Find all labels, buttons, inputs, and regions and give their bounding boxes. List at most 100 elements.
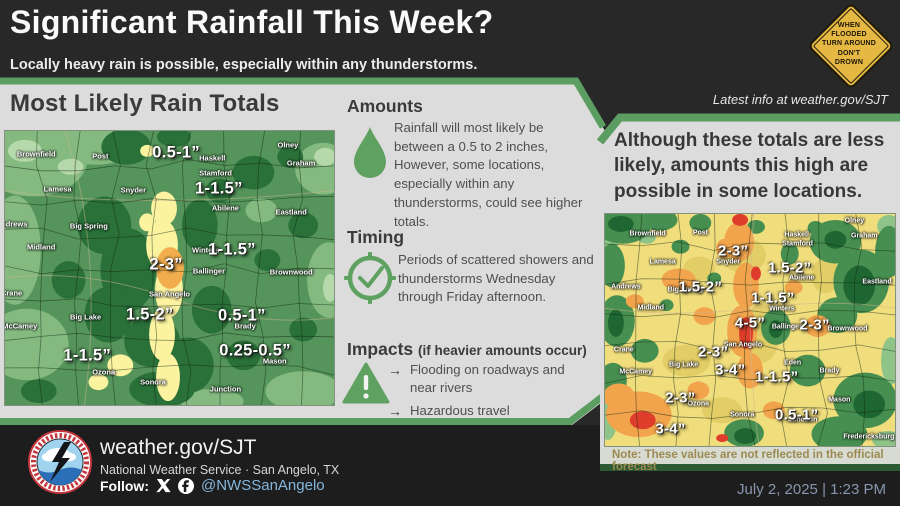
town-label: Snyder: [120, 185, 147, 195]
town-label: Haskell: [199, 153, 226, 163]
impact-item-text: Flooding on roadways and near rivers: [410, 362, 565, 395]
town-label: Ballinger: [192, 266, 226, 276]
rain-total-label: 2-3”: [697, 343, 729, 361]
town-label: Mason: [262, 356, 287, 366]
social-handle: @NWSSanAngelo: [201, 477, 325, 494]
rainfall-shading-left: [5, 131, 334, 405]
impact-item: → Flooding on roadways and near rivers: [388, 361, 590, 397]
follow-label: Follow:: [100, 477, 149, 494]
rain-total-label: 2-3”: [799, 316, 830, 334]
rain-total-label: 1.5-2”: [767, 259, 812, 277]
note-bar: [600, 447, 900, 464]
footer-site-url: weather.gov/SJT: [100, 436, 257, 459]
town-label: Big Spring: [69, 221, 108, 231]
rainfall-shading-right: [605, 214, 895, 446]
town-label: Andrews: [611, 283, 641, 291]
rain-total-label: 1.5-2”: [678, 278, 723, 296]
left-panel-title: Most Likely Rain Totals: [10, 90, 280, 117]
town-label: Midland: [27, 242, 56, 252]
town-label: Big Lake: [668, 361, 699, 369]
impact-item: → Hazardous travel: [388, 402, 590, 420]
right-panel-headline: Although these totals are less likely, a…: [614, 130, 885, 202]
town-label: Graham: [286, 158, 316, 167]
rain-total-label: 2-3”: [717, 242, 749, 260]
town-label: Stamford: [782, 240, 813, 248]
rain-total-label: 1-1.5”: [751, 289, 795, 307]
town-label: Olney: [277, 140, 299, 150]
town-label: Lamesa: [43, 184, 72, 194]
rain-total-label: 1-1.5”: [195, 179, 243, 198]
town-label: Ozona: [92, 367, 116, 377]
town-label: Post: [92, 151, 109, 161]
nws-logo: [28, 430, 92, 494]
town-label: Midland: [637, 304, 665, 312]
rain-total-label: 2-3”: [149, 255, 183, 274]
timestamp: July 2, 2025 | 1:23 PM: [737, 481, 886, 498]
town-label: Sonora: [730, 411, 755, 419]
rain-total-label: 1-1.5”: [208, 240, 256, 259]
tadd-sign-text: WHEN FLOODED TURN AROUND DON'T DROWN: [806, 2, 892, 86]
rain-total-label: 1-1.5”: [63, 346, 112, 365]
town-label: Big Lake: [69, 312, 102, 322]
town-label: McCamey: [619, 368, 653, 376]
town-label: San Angelo: [723, 341, 763, 349]
town-label: Lamesa: [649, 258, 676, 266]
impacts-heading-qualifier: (if heavier amounts occur): [418, 343, 587, 358]
town-label: Olney: [844, 217, 865, 225]
rain-total-label: 4-5”: [734, 314, 766, 332]
map-labels-right: Brownfield Post Haskell Stamford Olney Graham…: [605, 214, 895, 446]
right-card-top-accent: [596, 113, 900, 145]
town-label: Brownfield: [16, 149, 56, 159]
town-label: Snyder: [716, 258, 741, 266]
town-label: Sonora: [140, 377, 166, 387]
county-grid-lines: [5, 131, 334, 405]
town-label: Fredericksburg: [843, 433, 895, 441]
town-label: Andrews: [5, 219, 28, 229]
town-label: Ballinger: [771, 323, 802, 331]
town-label: Eden: [784, 359, 802, 367]
rain-total-label: 0.5-1”: [218, 306, 266, 325]
town-label: Mason: [828, 396, 851, 404]
warning-triangle-icon: [342, 362, 390, 404]
less-likely-rain-map: Brownfield Post Haskell Stamford Olney Graham…: [604, 213, 896, 447]
town-label: Eastland: [275, 207, 307, 217]
tadd-warning-sign: WHEN FLOODED TURN AROUND DON'T DROWN: [806, 2, 895, 90]
rain-total-label: 1-1.5”: [754, 368, 799, 386]
footer-follow-row: Follow: @NWSSanAngelo: [100, 477, 325, 494]
town-label: Junction: [209, 384, 242, 394]
impact-item-text: Hazardous travel: [410, 402, 510, 418]
county-grid-lines: [605, 214, 895, 446]
tadd-sign-line: TURN AROUND: [821, 40, 877, 48]
forecast-note: Note: These values are not reflected in …: [612, 449, 884, 473]
town-label: Big Spring: [667, 286, 704, 294]
latest-info-text: Latest info at weather.gov/SJT: [712, 92, 888, 107]
rain-total-label: 0.25-0.5”: [219, 341, 291, 360]
impacts-heading: Impacts (if heavier amounts occur): [347, 339, 587, 360]
town-label: Crane: [5, 288, 23, 298]
town-label: Junction: [788, 416, 818, 424]
tadd-sign-line: DROWN: [834, 58, 864, 66]
raindrop-icon: [354, 127, 386, 178]
impacts-heading-main: Impacts: [347, 339, 414, 359]
town-label: Brady: [819, 367, 840, 375]
town-label: Stamford: [199, 168, 233, 178]
left-card-top-accent: [0, 77, 607, 129]
left-card-bottom-accent: [0, 394, 605, 425]
page-title: Significant Rainfall This Week?: [10, 4, 494, 40]
rain-total-label: 0.5-1”: [152, 143, 200, 162]
rain-total-label: 2-3”: [665, 389, 696, 406]
page-subtitle: Locally heavy rain is possible, especial…: [10, 57, 478, 73]
timing-heading: Timing: [347, 227, 405, 247]
tadd-sign-line: FLOODED: [831, 31, 867, 39]
town-label: Brownfield: [629, 230, 666, 238]
rain-total-label: 0.5-1”: [774, 406, 819, 424]
arrow-icon: →: [388, 402, 402, 419]
tadd-sign-line: DON'T: [837, 49, 861, 57]
town-label: McCamey: [4, 321, 38, 331]
town-label: Post: [692, 229, 708, 237]
footer-org-line: National Weather Service · San Angelo, T…: [100, 463, 340, 477]
town-label: Haskell: [784, 231, 809, 239]
town-label: Winters: [769, 305, 795, 313]
map-labels-left: Brownfield Post Haskell Olney Graham Stamford…: [5, 131, 334, 405]
